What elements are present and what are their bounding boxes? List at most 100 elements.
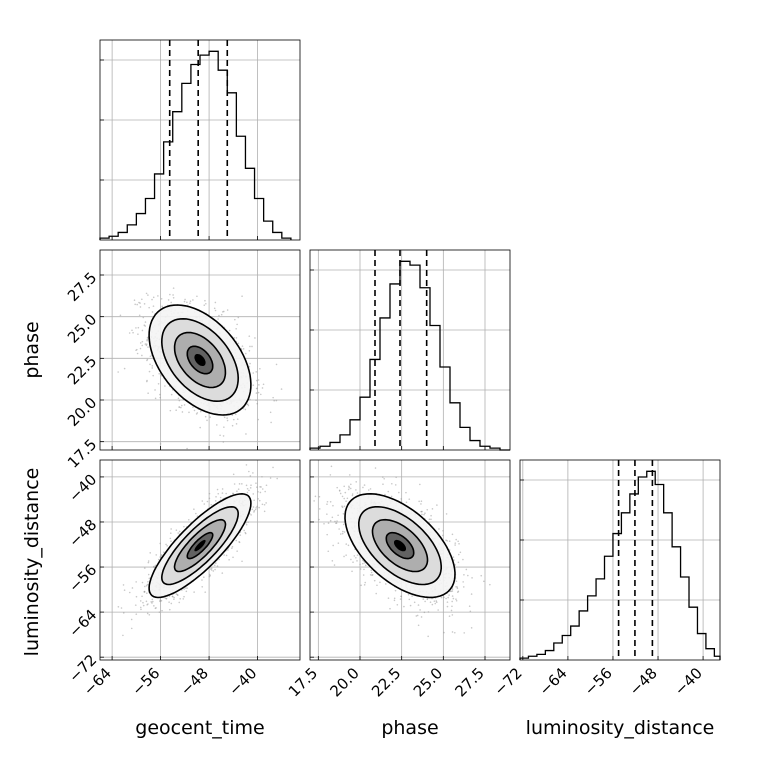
sample-point	[259, 367, 261, 370]
sample-point	[244, 408, 247, 411]
sample-point	[443, 596, 445, 599]
sample-point	[422, 598, 425, 600]
sample-point	[132, 331, 134, 334]
sample-point	[188, 411, 190, 414]
sample-point	[226, 419, 229, 422]
panel-phase-luminosity_distance	[313, 465, 491, 638]
sample-point	[243, 529, 245, 532]
sample-point	[225, 492, 227, 495]
y-tick-label: 17.5	[64, 435, 100, 471]
sample-point	[181, 404, 183, 407]
sample-point	[168, 601, 170, 603]
sample-point	[390, 482, 393, 485]
sample-point	[423, 513, 425, 516]
sample-point	[338, 528, 340, 530]
sample-point	[433, 600, 436, 602]
sample-point	[148, 306, 150, 309]
sample-point	[424, 512, 426, 515]
sample-point	[178, 530, 181, 533]
sample-point	[459, 551, 462, 554]
sample-point	[269, 411, 272, 414]
sample-point	[189, 300, 192, 302]
sample-point	[186, 301, 188, 304]
sample-point	[326, 503, 328, 505]
sample-point	[247, 404, 250, 407]
panel-frame	[519, 459, 721, 661]
sample-point	[203, 503, 206, 505]
sample-point	[442, 530, 444, 532]
sample-point	[151, 602, 153, 604]
sample-point	[221, 488, 224, 490]
sample-point	[256, 486, 258, 488]
sample-point	[139, 342, 142, 344]
sample-point	[159, 393, 161, 396]
sample-point	[415, 615, 418, 617]
sample-point	[206, 419, 208, 422]
sample-point	[270, 421, 272, 424]
sample-point	[143, 324, 146, 326]
sample-point	[363, 484, 366, 486]
sample-point	[318, 508, 321, 510]
sample-point	[152, 305, 155, 307]
sample-point	[339, 533, 342, 535]
sample-point	[417, 604, 420, 606]
sample-point	[166, 545, 168, 547]
sample-point	[457, 561, 460, 564]
sample-point	[337, 542, 340, 544]
x-axis-label-phase: phase	[381, 717, 438, 739]
sample-point	[374, 467, 377, 469]
sample-point	[182, 598, 185, 600]
contour-line	[173, 518, 227, 573]
sample-point	[214, 562, 217, 564]
sample-point	[265, 484, 268, 487]
sample-point	[360, 584, 362, 587]
sample-point	[252, 472, 254, 474]
sample-point	[256, 505, 258, 508]
sample-point	[134, 604, 137, 606]
sample-point	[347, 488, 350, 491]
sample-point	[160, 297, 163, 300]
sample-point	[448, 594, 450, 596]
sample-point	[223, 416, 226, 419]
sample-point	[326, 533, 328, 536]
sample-point	[226, 309, 229, 311]
sample-point	[148, 577, 151, 580]
sample-point	[353, 555, 356, 557]
sample-point	[184, 587, 187, 589]
sample-point	[144, 585, 146, 588]
sample-point	[389, 607, 391, 610]
sample-point	[172, 296, 175, 299]
sample-point	[168, 608, 171, 611]
sample-point	[462, 558, 464, 561]
sample-point	[423, 611, 426, 614]
sample-point	[382, 483, 384, 485]
contour-line	[371, 518, 429, 573]
sample-point	[195, 512, 197, 515]
sample-point	[203, 304, 206, 307]
sample-point	[136, 352, 139, 355]
sample-point	[258, 506, 260, 509]
sample-point	[326, 513, 328, 515]
sample-point	[228, 329, 231, 332]
sample-point	[252, 372, 255, 374]
sample-point	[160, 374, 162, 377]
sample-point	[143, 591, 146, 593]
sample-point	[338, 490, 341, 492]
sample-point	[450, 590, 453, 593]
contour-line	[385, 531, 415, 560]
sample-point	[232, 492, 235, 495]
y-tick-label: −56	[65, 561, 100, 596]
sample-point	[173, 596, 175, 599]
sample-point	[146, 380, 148, 383]
sample-point	[409, 604, 412, 607]
sample-point	[178, 601, 181, 604]
panel-frame	[309, 459, 511, 661]
sample-point	[135, 327, 137, 329]
contour-line	[344, 492, 456, 599]
sample-point	[419, 483, 421, 486]
x-tick-label: −48	[177, 664, 212, 699]
sample-point	[231, 414, 234, 416]
sample-point	[249, 487, 252, 489]
sample-point	[408, 598, 411, 601]
sample-point	[205, 302, 207, 305]
